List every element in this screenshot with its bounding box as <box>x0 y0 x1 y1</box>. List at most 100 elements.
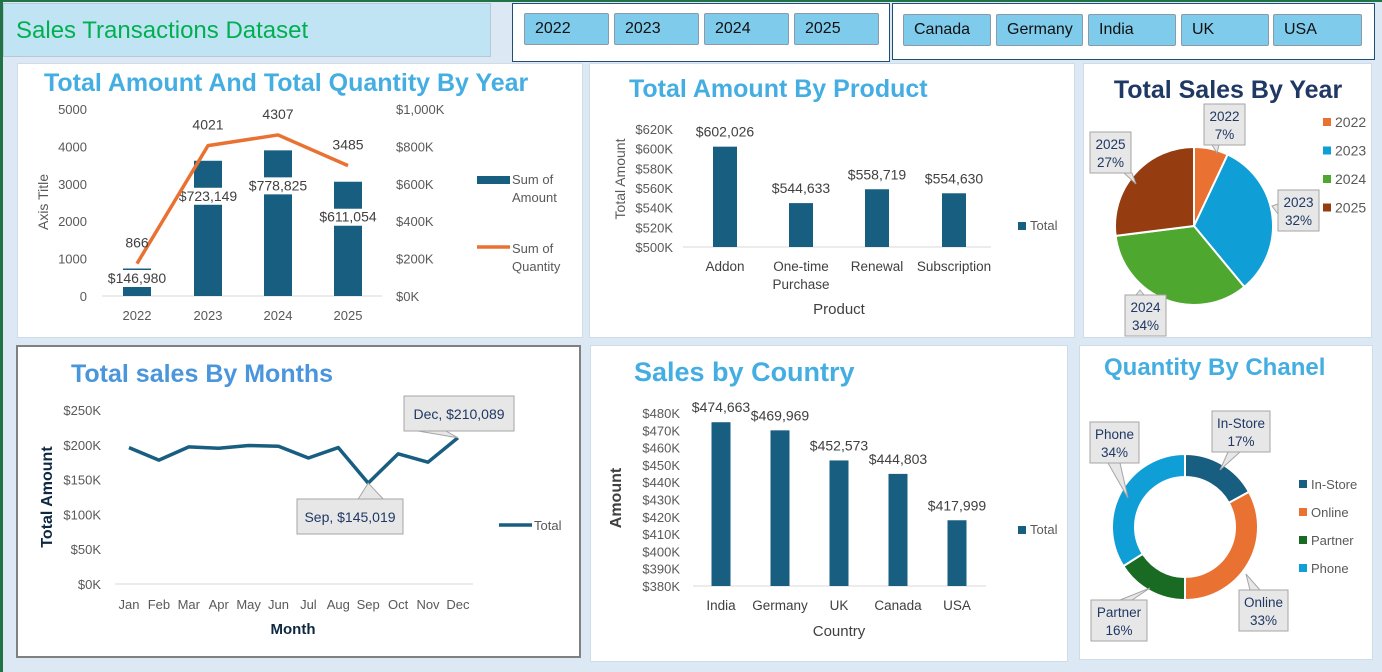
y-tick-label-left: 3000 <box>58 177 87 192</box>
y-tick-label: $620K <box>635 122 673 137</box>
y-axis-title: Total Amount <box>612 138 628 219</box>
chart-sales-by-country[interactable]: Sales by Country $380K $390K $400K $410K $420… <box>590 345 1068 662</box>
window-top-border <box>0 0 1382 2</box>
country-slicer: Canada Germany India UK USA <box>892 3 1375 60</box>
pie-slice-2025 <box>1114 145 1195 238</box>
y-tick-label: $420K <box>642 510 680 525</box>
country-slicer-canada[interactable]: Canada <box>903 14 991 46</box>
data-label-box <box>1211 410 1271 453</box>
country-slicer-india[interactable]: India <box>1088 14 1176 46</box>
chart-quantity-by-channel[interactable]: Quantity By Chanel In-Store 17% Online 33% Pa… <box>1079 345 1373 660</box>
y-tick-label: $410K <box>642 527 680 542</box>
y-tick-label: $600K <box>635 142 673 157</box>
callout-pointer <box>417 430 459 439</box>
y-tick-label-right: $800K <box>396 139 434 154</box>
data-label-box <box>1089 421 1140 464</box>
x-tick-label: Sep <box>357 597 380 612</box>
legend-swatch <box>1323 118 1331 126</box>
data-label: $469,969 <box>751 407 810 423</box>
legend-label: Online <box>1311 505 1349 520</box>
legend-swatch <box>1323 146 1331 155</box>
data-label-box <box>1089 131 1132 174</box>
y-tick-label-right: $600K <box>396 177 434 192</box>
chart-sales-by-month[interactable]: Total sales By Months $0K $50K $100K $150K $2… <box>16 345 581 658</box>
legend-label: Total <box>1030 218 1058 233</box>
bar <box>942 193 966 247</box>
data-label: $444,803 <box>869 451 928 467</box>
data-label-percent: 7% <box>1215 127 1235 142</box>
bar <box>789 203 813 247</box>
y-axis-title: Axis Title <box>35 174 51 230</box>
chart-amount-quantity-by-year[interactable]: Total Amount And Total Quantity By Year 0… <box>17 63 583 338</box>
chart-title: Total Amount And Total Quantity By Year <box>44 69 529 97</box>
year-slicer-2025[interactable]: 2025 <box>794 13 879 45</box>
legend-swatch <box>1299 508 1307 516</box>
data-label-percent: 34% <box>1101 445 1128 460</box>
data-label-amount: $723,149 <box>179 188 238 204</box>
data-label-bg <box>316 208 380 226</box>
x-tick-label: UK <box>830 598 849 613</box>
y-axis-title: Total Amount <box>39 446 56 548</box>
y-tick-label: $520K <box>635 220 673 235</box>
x-tick-label: Canada <box>874 598 922 613</box>
x-tick-label: Purchase <box>772 277 829 292</box>
year-slicer-2023[interactable]: 2023 <box>614 13 699 45</box>
x-tick-label: Feb <box>148 597 170 612</box>
data-label-box <box>1124 294 1167 337</box>
legend-swatch <box>1323 203 1331 212</box>
data-label-category: 2022 <box>1209 109 1239 124</box>
data-label-percent: 17% <box>1227 434 1254 449</box>
data-label-percent: 27% <box>1097 155 1124 170</box>
data-label-percent: 33% <box>1250 613 1277 628</box>
data-label-percent: 34% <box>1132 318 1159 333</box>
y-tick-label: $390K <box>642 562 680 577</box>
donut-segment-phone <box>1111 452 1186 568</box>
data-label-box <box>1090 599 1148 642</box>
country-slicer-usa[interactable]: USA <box>1273 14 1362 46</box>
x-tick-label: Jun <box>268 597 289 612</box>
data-label-category: 2023 <box>1283 195 1313 210</box>
x-tick-label: 2025 <box>334 308 363 323</box>
y-tick-label-right: $0K <box>396 289 419 304</box>
bar <box>711 422 731 586</box>
y-tick-label: $50K <box>71 542 102 557</box>
bar-amount <box>334 181 362 296</box>
x-tick-label: Jan <box>119 597 140 612</box>
country-slicer-germany[interactable]: Germany <box>996 14 1083 46</box>
data-label-category: 2024 <box>1130 300 1161 315</box>
legend-label: 2024 <box>1335 171 1366 187</box>
y-tick-label: $540K <box>635 201 673 216</box>
x-tick-label: Renewal <box>851 259 904 274</box>
bar <box>713 146 737 247</box>
donut-segment-in-store <box>1184 452 1251 505</box>
y-axis-title: Amount <box>608 467 625 528</box>
y-tick-label: $470K <box>642 423 680 438</box>
year-slicer-2024[interactable]: 2024 <box>704 13 789 45</box>
data-label-percent: 16% <box>1105 623 1132 638</box>
y-tick-label-left: 0 <box>80 289 87 304</box>
chart-sales-by-year-pie[interactable]: Total Sales By Year 2022 7% 2023 32% 2024 34% 2… <box>1083 63 1372 338</box>
x-tick-label: Apr <box>209 597 230 612</box>
country-slicer-uk[interactable]: UK <box>1181 14 1269 46</box>
y-tick-label-right: $400K <box>396 214 434 229</box>
y-tick-label-right: $200K <box>396 252 434 267</box>
data-label-bg <box>246 177 310 195</box>
bar <box>829 460 849 586</box>
legend-label-quantity: Quantity <box>512 259 561 274</box>
x-tick-label: May <box>236 597 261 612</box>
data-label-amount: $778,825 <box>249 177 308 193</box>
chart-title: Total Amount By Product <box>629 75 928 103</box>
x-tick-label: Jul <box>300 597 317 612</box>
year-slicer-2022[interactable]: 2022 <box>524 13 609 45</box>
chart-amount-by-product[interactable]: Total Amount By Product $500K $520K $540K $5… <box>589 63 1075 338</box>
legend-swatch <box>1018 222 1026 230</box>
chart-title: Total sales By Months <box>71 360 333 388</box>
legend-label: Partner <box>1311 533 1354 548</box>
x-tick-label: Oct <box>388 597 409 612</box>
y-tick-label: $440K <box>642 475 680 490</box>
data-label-pointer <box>1119 587 1151 601</box>
legend-label-amount: Amount <box>512 190 557 205</box>
bar <box>947 520 967 586</box>
legend-label: In-Store <box>1311 477 1357 492</box>
y-tick-label: $250K <box>63 403 101 418</box>
